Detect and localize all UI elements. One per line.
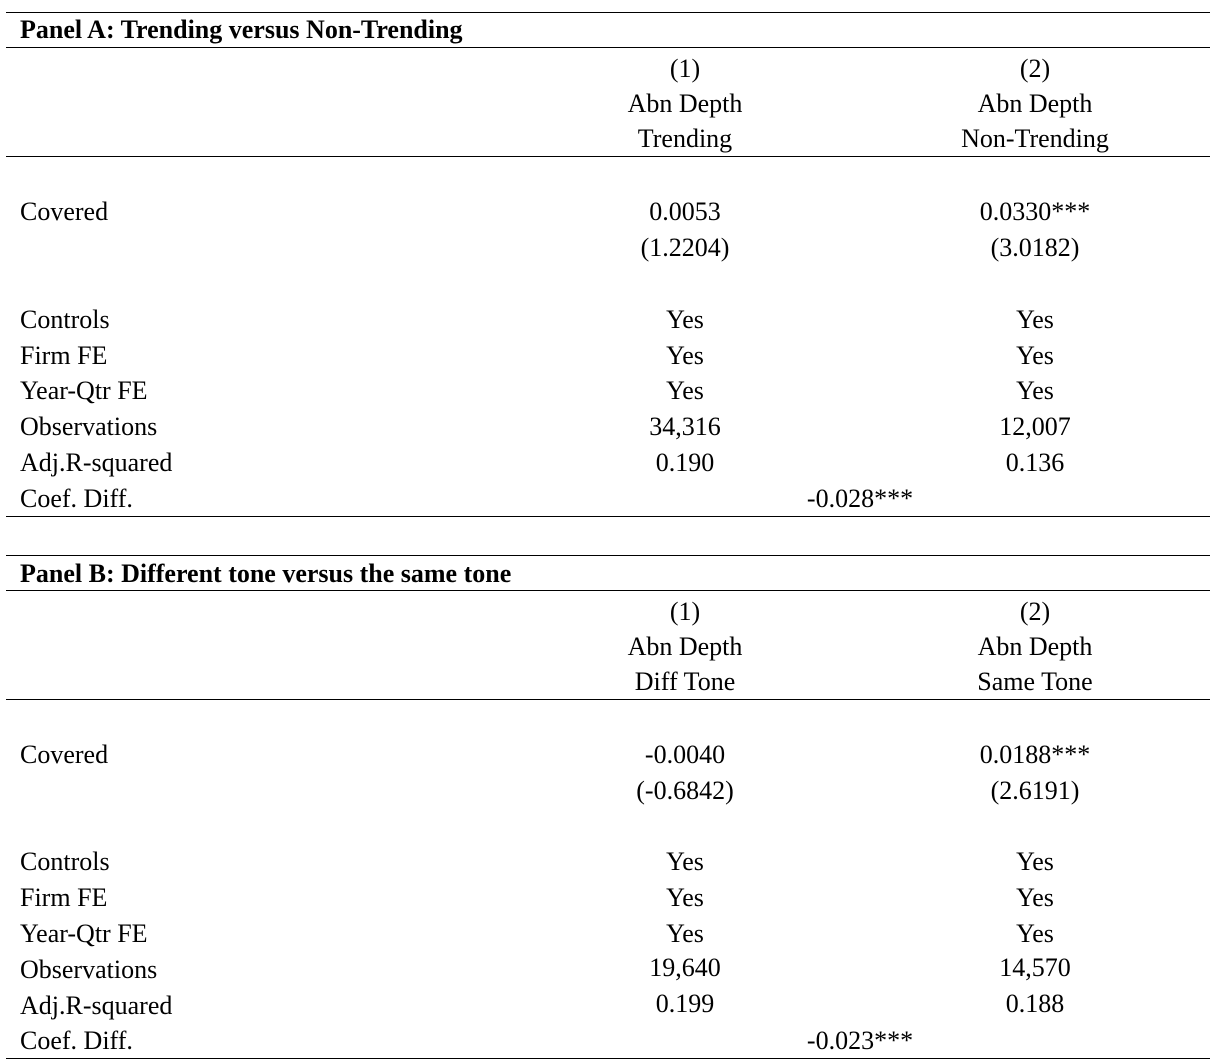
- panel-a-row-col2-value: 12,007: [999, 412, 1071, 441]
- panel-b-col2-dep-var: Abn Depth: [977, 632, 1093, 661]
- panel-a-row-label: Controls: [20, 305, 110, 334]
- panel-b-coef-diff-label: Coef. Diff.: [20, 1026, 133, 1055]
- panel-a-col2-covered-tstat: (3.0182): [990, 233, 1080, 262]
- panel-a-top-rule: [6, 12, 1210, 13]
- panel-a-row-col1-value: Yes: [666, 305, 704, 334]
- panel-b-col2-number: (2): [1019, 597, 1051, 626]
- panel-a-header-rule: [6, 156, 1210, 157]
- panel-a-title: Panel A: Trending versus Non-Trending: [20, 15, 463, 44]
- panel-b-col2-covered-coef: 0.0188***: [979, 740, 1091, 769]
- panel-b-col2-covered-tstat: (2.6191): [990, 776, 1080, 805]
- panel-a-row-label: Adj.R-squared: [20, 448, 173, 477]
- panel-b-row-col2-value: 0.188: [1005, 989, 1065, 1018]
- panel-b-row-label: Observations: [20, 955, 158, 984]
- panel-a-row-col1-value: Yes: [666, 376, 704, 405]
- panel-b-covered-label: Covered: [20, 740, 109, 769]
- panel-b-row-label: Firm FE: [20, 883, 108, 912]
- panel-a-row-col2-value: 0.136: [1005, 448, 1065, 477]
- panel-a-bottom-rule: [6, 516, 1210, 517]
- panel-b-row-col2-value: Yes: [1016, 883, 1054, 912]
- panel-a-row-col1-value: 34,316: [649, 412, 721, 441]
- panel-b-col1-covered-coef: -0.0040: [644, 740, 726, 769]
- panel-a-col2-dep-var: Abn Depth: [977, 89, 1093, 118]
- panel-a-row-label: Firm FE: [20, 341, 108, 370]
- panel-a-row-col1-value: 0.190: [655, 448, 715, 477]
- panel-a-row-col2-value: Yes: [1016, 376, 1054, 405]
- panel-b-header-rule: [6, 699, 1210, 700]
- panel-a-row-label: Year-Qtr FE: [20, 376, 148, 405]
- panel-b-top-rule: [6, 555, 1210, 556]
- panel-b-row-col1-value: Yes: [666, 883, 704, 912]
- panel-a-col1-dep-var: Abn Depth: [627, 89, 743, 118]
- panel-b-row-col2-value: 14,570: [999, 953, 1071, 982]
- panel-a-col1-number: (1): [669, 54, 701, 83]
- panel-a-coef-diff-value: -0.028***: [806, 484, 914, 513]
- panel-b-title: Panel B: Different tone versus the same …: [20, 559, 512, 588]
- panel-a-coef-diff-label: Coef. Diff.: [20, 484, 133, 513]
- panel-a-row-col2-value: Yes: [1016, 305, 1054, 334]
- panel-b-row-col2-value: Yes: [1016, 847, 1054, 876]
- panel-b-row-label: Controls: [20, 847, 110, 876]
- panel-a-col1-covered-coef: 0.0053: [649, 197, 721, 226]
- panel-a-col2-number: (2): [1019, 54, 1051, 83]
- panel-a-row-col1-value: Yes: [666, 341, 704, 370]
- panel-b-row-col1-value: Yes: [666, 847, 704, 876]
- panel-b-col1-subsample: Diff Tone: [634, 667, 736, 696]
- panel-b-col1-dep-var: Abn Depth: [627, 632, 743, 661]
- panel-b-title-rule: [6, 590, 1210, 591]
- panel-b-col1-covered-tstat: (-0.6842): [636, 776, 734, 805]
- panel-a-row-col2-value: Yes: [1016, 341, 1054, 370]
- panel-a-row-label: Observations: [20, 412, 158, 441]
- panel-b-row-col1-value: 0.199: [655, 989, 715, 1018]
- panel-a-col2-subsample: Non-Trending: [961, 124, 1109, 153]
- panel-a-col1-covered-tstat: (1.2204): [640, 233, 730, 262]
- panel-a-col1-subsample: Trending: [637, 124, 733, 153]
- panel-b-col1-number: (1): [669, 597, 701, 626]
- panel-b-col2-subsample: Same Tone: [977, 667, 1093, 696]
- panel-b-bottom-rule: [6, 1058, 1210, 1059]
- panel-b-row-col1-value: Yes: [666, 919, 704, 948]
- panel-b-coef-diff-value: -0.023***: [806, 1026, 914, 1055]
- panel-a-title-rule: [6, 47, 1210, 48]
- panel-b-row-label: Adj.R-squared: [20, 991, 173, 1020]
- panel-b-row-col2-value: Yes: [1016, 919, 1054, 948]
- panel-a-col2-covered-coef: 0.0330***: [979, 197, 1091, 226]
- panel-b-row-col1-value: 19,640: [649, 953, 721, 982]
- panel-a-covered-label: Covered: [20, 197, 109, 226]
- panel-b-row-label: Year-Qtr FE: [20, 919, 148, 948]
